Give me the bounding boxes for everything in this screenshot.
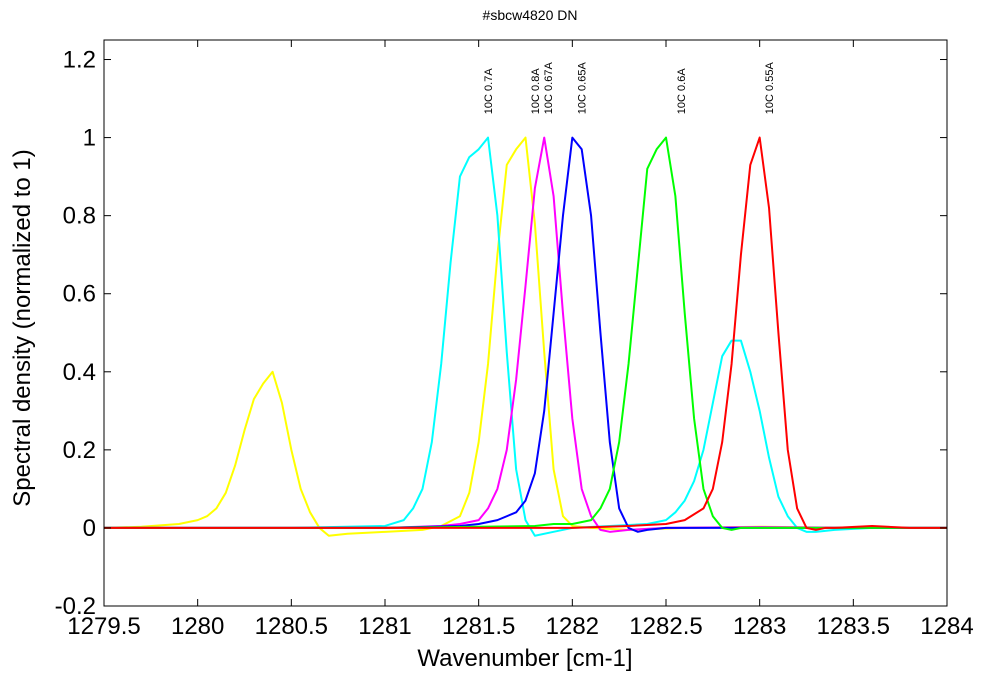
y-tick-label: 0.4: [63, 359, 96, 386]
series-line-2: [104, 136, 947, 533]
peak-label: 10C 0.7A: [483, 68, 495, 115]
y-tick-label: 0.8: [63, 203, 96, 230]
y-axis-label: Spectral density (normalized to 1): [9, 149, 36, 507]
chart-title: #sbcw4820 DN: [483, 7, 578, 23]
peak-label: 10C 0.6A: [676, 68, 688, 115]
x-tick-label: 1281: [358, 613, 411, 640]
annotation-layer: 10C 0.7A 10C 0.8A 10C 0.67A 10C 0.65A 10C 0.…: [483, 62, 776, 115]
series-layer: [104, 136, 947, 537]
y-tick-label: 0.2: [63, 437, 96, 464]
x-tick-label: 1279.5: [67, 613, 140, 640]
series-line-4: [104, 136, 947, 531]
x-tick-label: 1280: [171, 613, 224, 640]
x-tick-label: 1283.5: [817, 613, 890, 640]
plot-frame: [103, 39, 948, 607]
y-tick-label: 1.2: [63, 47, 96, 74]
y-tick-label: 1: [83, 125, 96, 152]
peak-label: 10C 0.8A: [530, 68, 542, 115]
x-tick-label: 1282: [546, 613, 599, 640]
peak-label: 10C 0.67A: [543, 62, 555, 115]
peak-label: 10C 0.65A: [577, 62, 589, 115]
y-tick-label: -0.2: [55, 593, 96, 620]
x-tick-label: 1284: [920, 613, 973, 640]
x-tick-label: 1282.5: [629, 613, 702, 640]
x-tick-label: 1281.5: [442, 613, 515, 640]
series-line-5: [104, 136, 947, 531]
series-line-3: [104, 136, 947, 533]
series-line-1: [104, 136, 947, 537]
peak-label: 10C 0.55A: [764, 62, 776, 115]
series-line-0: [104, 136, 947, 537]
y-tick-label: 0.6: [63, 281, 96, 308]
x-tick-label: 1280.5: [255, 613, 328, 640]
x-axis-label: Wavenumber [cm-1]: [417, 645, 632, 672]
x-tick-label: 1283: [733, 613, 786, 640]
ticks-layer: 1279.5 1280 1280.5 1281 1281.5 1282 1282.5 1283…: [55, 40, 974, 640]
y-tick-label: 0: [83, 515, 96, 542]
